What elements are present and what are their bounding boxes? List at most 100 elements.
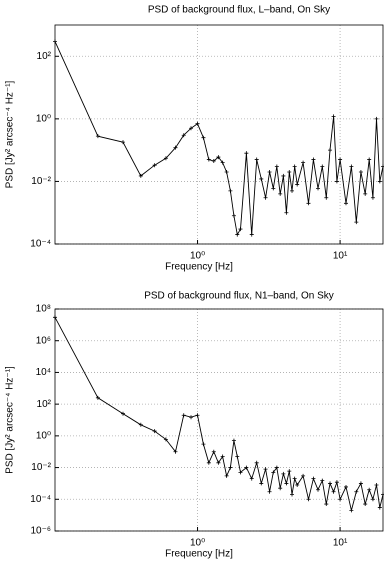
- y-tick-label: 10⁶: [36, 335, 51, 346]
- y-tick-label: 10⁻²: [31, 462, 51, 473]
- data-marker: [216, 155, 221, 160]
- data-marker: [331, 489, 336, 494]
- y-tick-label: 10⁸: [36, 304, 51, 315]
- data-marker: [278, 191, 283, 196]
- data-marker: [381, 164, 384, 169]
- y-tick-label: 10⁰: [36, 430, 51, 441]
- data-marker: [354, 489, 359, 494]
- data-marker: [324, 195, 329, 200]
- data-marker: [231, 438, 236, 443]
- data-marker: [189, 126, 194, 131]
- data-marker: [138, 422, 143, 427]
- y-tick-label: 10⁻⁶: [30, 526, 51, 537]
- data-marker: [284, 210, 289, 215]
- data-marker: [316, 487, 321, 492]
- data-marker: [173, 449, 178, 454]
- data-marker: [306, 201, 311, 206]
- data-marker: [374, 482, 379, 487]
- data-marker: [254, 460, 259, 465]
- data-marker: [343, 484, 348, 489]
- data-marker: [181, 413, 186, 418]
- data-marker: [311, 476, 316, 481]
- data-marker: [206, 157, 211, 162]
- data-marker: [328, 481, 333, 486]
- data-marker: [301, 473, 306, 478]
- data-marker: [281, 173, 286, 178]
- data-marker: [328, 148, 333, 153]
- data-marker: [287, 469, 292, 474]
- plot-frame: [54, 24, 384, 245]
- x-tick-label: 10¹: [333, 538, 348, 549]
- data-marker: [267, 170, 272, 175]
- data-marker: [320, 164, 325, 169]
- y-tick-label: 10²: [37, 51, 52, 62]
- data-marker: [349, 508, 354, 513]
- data-marker: [363, 191, 368, 196]
- data-marker: [195, 413, 200, 418]
- data-marker: [121, 140, 126, 145]
- data-marker: [231, 213, 236, 218]
- data-marker: [343, 201, 348, 206]
- data-marker: [238, 227, 243, 232]
- plot-frame: [54, 308, 384, 532]
- data-marker: [334, 179, 339, 184]
- data-line: [54, 41, 384, 236]
- data-marker: [295, 182, 300, 187]
- data-marker: [271, 470, 276, 475]
- data-marker: [249, 476, 254, 481]
- data-marker: [316, 186, 321, 191]
- y-tick-label: 10⁰: [36, 113, 51, 124]
- data-marker: [320, 478, 325, 483]
- data-marker: [287, 170, 292, 175]
- data-marker: [211, 449, 216, 454]
- data-marker: [152, 429, 157, 434]
- data-marker: [244, 465, 249, 470]
- y-tick-label: 10⁻⁴: [30, 494, 51, 505]
- data-marker: [181, 133, 186, 138]
- y-axis-label: PSD [Jy² arcsec⁻⁴ Hz⁻¹]: [5, 80, 16, 188]
- data-marker: [267, 489, 272, 494]
- data-marker: [259, 481, 264, 486]
- data-marker: [290, 492, 295, 497]
- data-marker: [163, 156, 168, 161]
- data-marker: [295, 482, 300, 487]
- data-marker: [370, 497, 375, 502]
- y-tick-label: 10²: [37, 399, 52, 410]
- data-marker: [249, 232, 254, 237]
- data-marker: [201, 442, 206, 447]
- data-marker: [224, 473, 229, 478]
- data-marker: [311, 157, 316, 162]
- data-marker: [121, 411, 126, 416]
- data-marker: [189, 415, 194, 420]
- data-marker: [354, 220, 359, 225]
- data-marker: [235, 454, 240, 459]
- data-marker: [306, 497, 311, 502]
- data-marker: [271, 186, 276, 191]
- data-marker: [367, 157, 372, 162]
- data-marker: [259, 176, 264, 181]
- data-marker: [228, 465, 233, 470]
- data-marker: [367, 487, 372, 492]
- data-marker: [292, 164, 297, 169]
- data-marker: [363, 502, 368, 507]
- x-axis-label: Frequency [Hz]: [165, 262, 233, 273]
- data-marker: [211, 158, 216, 163]
- chart-title: PSD of background flux, N1–band, On Sky: [144, 291, 334, 302]
- data-marker: [349, 164, 354, 169]
- data-marker: [274, 164, 279, 169]
- y-tick-label: 10⁻⁴: [30, 239, 51, 250]
- x-axis-label: Frequency [Hz]: [165, 549, 233, 560]
- data-marker: [292, 476, 297, 481]
- x-tick-label: 10⁰: [190, 251, 205, 262]
- data-marker: [370, 195, 375, 200]
- data-marker: [235, 232, 240, 237]
- data-marker: [284, 481, 289, 486]
- data-marker: [138, 173, 143, 178]
- data-marker: [224, 170, 229, 175]
- x-tick-label: 10⁰: [190, 538, 205, 549]
- data-marker: [263, 195, 268, 200]
- data-marker: [152, 163, 157, 168]
- data-marker: [377, 505, 382, 510]
- data-marker: [278, 486, 283, 491]
